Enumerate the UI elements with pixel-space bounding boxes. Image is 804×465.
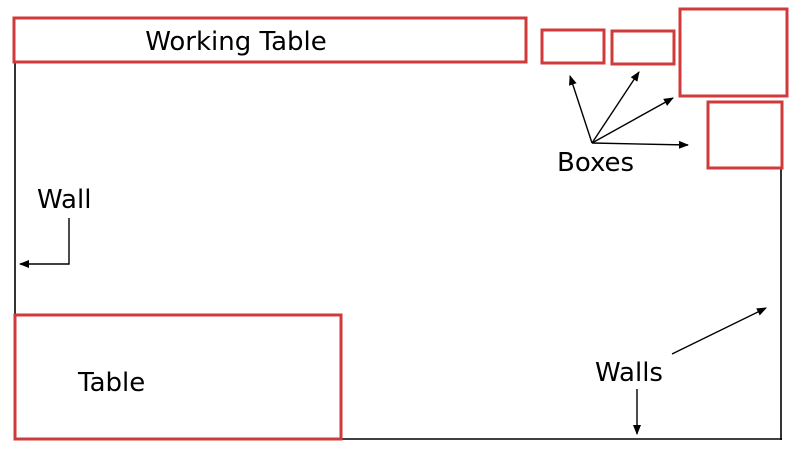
box-1 [540,28,606,65]
working-table-label: Working Table [145,27,327,57]
box-4 [706,100,784,170]
box-2 [610,29,676,66]
table-rect [13,313,343,441]
working-table-rect [12,16,528,64]
boxes-arrow-1 [569,75,593,144]
boxes-arrow-2 [591,71,640,144]
boxes-arrow-4 [591,140,689,149]
wall-label: Wall [37,185,91,215]
table-label: Table [77,368,145,398]
boxes-label: Boxes [557,148,634,178]
wall-arrow [19,218,70,268]
walls-label: Walls [595,358,663,388]
boxes-arrow-3 [591,97,674,144]
walls-arrow-right [671,307,767,355]
box-3 [678,7,789,98]
